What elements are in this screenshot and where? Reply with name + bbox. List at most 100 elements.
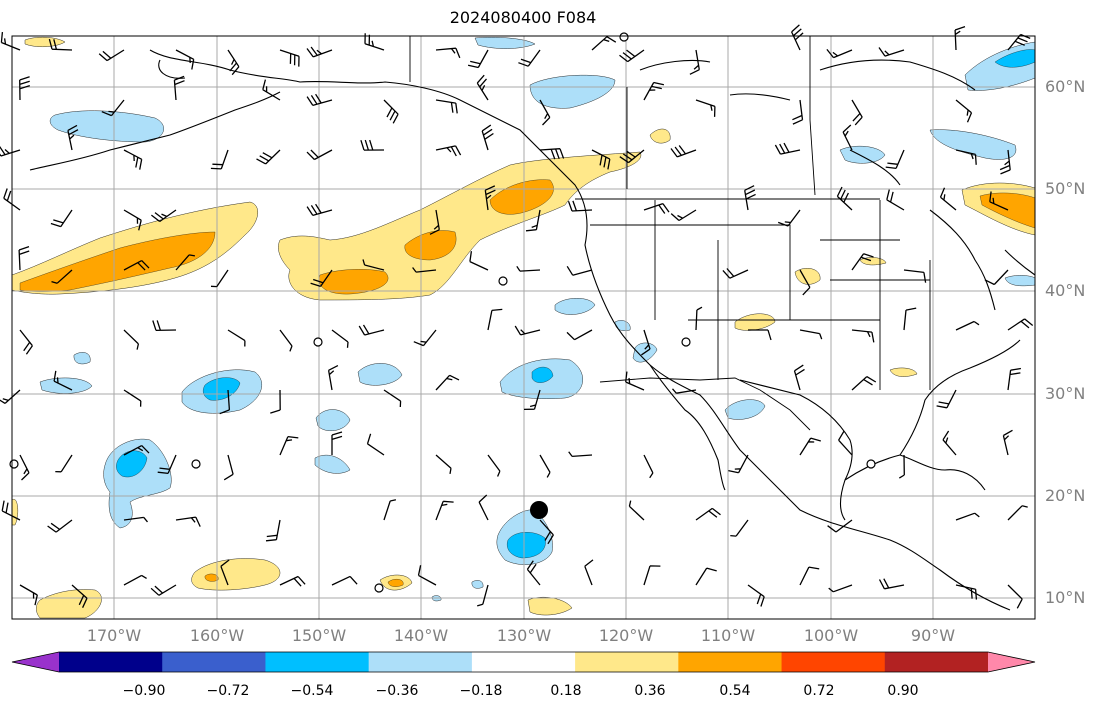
wind-barb — [279, 575, 306, 587]
colorbar-tick-label: 0.90 — [887, 683, 919, 699]
colorbar-segment — [162, 652, 266, 672]
wind-barb — [435, 454, 452, 475]
wind-barb — [643, 202, 670, 214]
wind-barb — [792, 99, 804, 125]
colorbar-segment — [678, 652, 783, 672]
wind-barb — [435, 47, 461, 59]
lon-label-110w: 110°W — [700, 626, 756, 645]
colorbar-outline — [11, 651, 1036, 673]
wind-barb — [123, 209, 142, 231]
map-plot-area — [0, 24, 1036, 620]
lat-label-30n: 30°N — [1045, 384, 1086, 403]
wind-barb — [484, 185, 496, 211]
wind-barb — [19, 584, 38, 606]
wind-barb — [469, 251, 489, 271]
wind-barb — [327, 365, 339, 391]
wind-barb — [477, 584, 489, 607]
lat-label-10n: 10°N — [1045, 588, 1086, 607]
wind-barb — [695, 306, 703, 331]
wind-barb — [885, 149, 905, 170]
colorbar-tick-label: −0.54 — [290, 683, 334, 699]
wind-barb — [643, 454, 654, 479]
wind-barb — [851, 253, 874, 271]
wind-barb — [0, 389, 21, 404]
wind-barb — [999, 149, 1011, 175]
wind-barb — [331, 575, 358, 586]
lon-label-100w: 100°W — [803, 626, 859, 645]
wind-barb — [851, 376, 877, 391]
wind-barb — [878, 47, 905, 57]
wind-barb — [567, 200, 593, 212]
wind-barb — [67, 124, 79, 151]
colorbar-segment — [265, 652, 370, 672]
wind-barb — [851, 329, 875, 343]
wind-barb — [566, 265, 593, 276]
wind-barb — [955, 149, 977, 165]
wind-barb — [1007, 367, 1022, 391]
wind-barb — [1007, 318, 1034, 331]
wind-barb — [851, 99, 863, 126]
wind-barb — [487, 308, 503, 331]
wind-barb — [591, 149, 611, 170]
colorbar-tick-label: 0.36 — [634, 683, 666, 699]
wind-barb — [777, 209, 801, 227]
wind-barb — [364, 33, 385, 51]
wind-barb — [838, 430, 853, 456]
wind-barb — [435, 145, 462, 157]
wind-barb — [886, 189, 905, 211]
wind-barb — [568, 451, 593, 458]
wind-barb — [48, 38, 73, 51]
wind-barb — [362, 259, 385, 271]
wind-barb — [954, 25, 966, 51]
wind-barb — [227, 49, 240, 76]
wind-barb — [279, 435, 299, 456]
lon-label-130w: 130°W — [496, 626, 552, 645]
colorbar-tick-label: −0.72 — [206, 683, 250, 699]
wind-barb — [210, 269, 229, 288]
coastlines — [29, 49, 1036, 611]
wind-barb — [412, 267, 437, 273]
wind-barb — [0, 145, 21, 157]
wind-barb — [0, 32, 21, 51]
wind-barb — [1, 500, 21, 521]
colorbar-segment — [368, 652, 473, 672]
wind-barb — [435, 374, 460, 391]
colorbar — [11, 651, 1036, 673]
storm-center-marker — [530, 501, 548, 519]
wind-barb — [619, 149, 645, 164]
wind-barb — [383, 99, 399, 124]
wind-barb — [619, 49, 645, 63]
wind-barb — [566, 329, 593, 341]
wind-barb — [516, 265, 541, 272]
wind-barb — [793, 364, 805, 391]
wind-barb — [955, 512, 980, 521]
wind-barb — [429, 209, 440, 235]
colorbar-segment — [471, 652, 576, 672]
wind-barb — [826, 48, 853, 59]
gridlines — [12, 36, 1035, 619]
wind-barb — [774, 142, 801, 155]
wind-barb — [306, 93, 333, 107]
lon-label-120w: 120°W — [598, 626, 654, 645]
colorbar-tick-label: −0.36 — [375, 683, 419, 699]
wind-barb — [220, 559, 230, 586]
wind-barb — [150, 584, 177, 596]
wind-barb — [55, 454, 73, 473]
wind-barb — [903, 269, 927, 283]
wind-barb — [19, 329, 33, 355]
wind-barb — [435, 99, 458, 114]
wind-barb — [279, 329, 293, 352]
colorbar-tick-label: 0.54 — [719, 683, 751, 699]
wind-barb — [151, 209, 177, 223]
wind-barb — [525, 209, 541, 232]
wind-barb — [360, 139, 385, 151]
wind-barb — [152, 320, 177, 332]
wind-barb — [799, 269, 811, 296]
wind-barb — [383, 499, 397, 521]
wind-barb — [591, 36, 617, 51]
wind-barb — [366, 433, 385, 456]
wind-barb — [523, 389, 541, 411]
wind-barb — [279, 49, 300, 67]
wind-barb — [19, 454, 30, 481]
wind-barb — [467, 49, 489, 69]
